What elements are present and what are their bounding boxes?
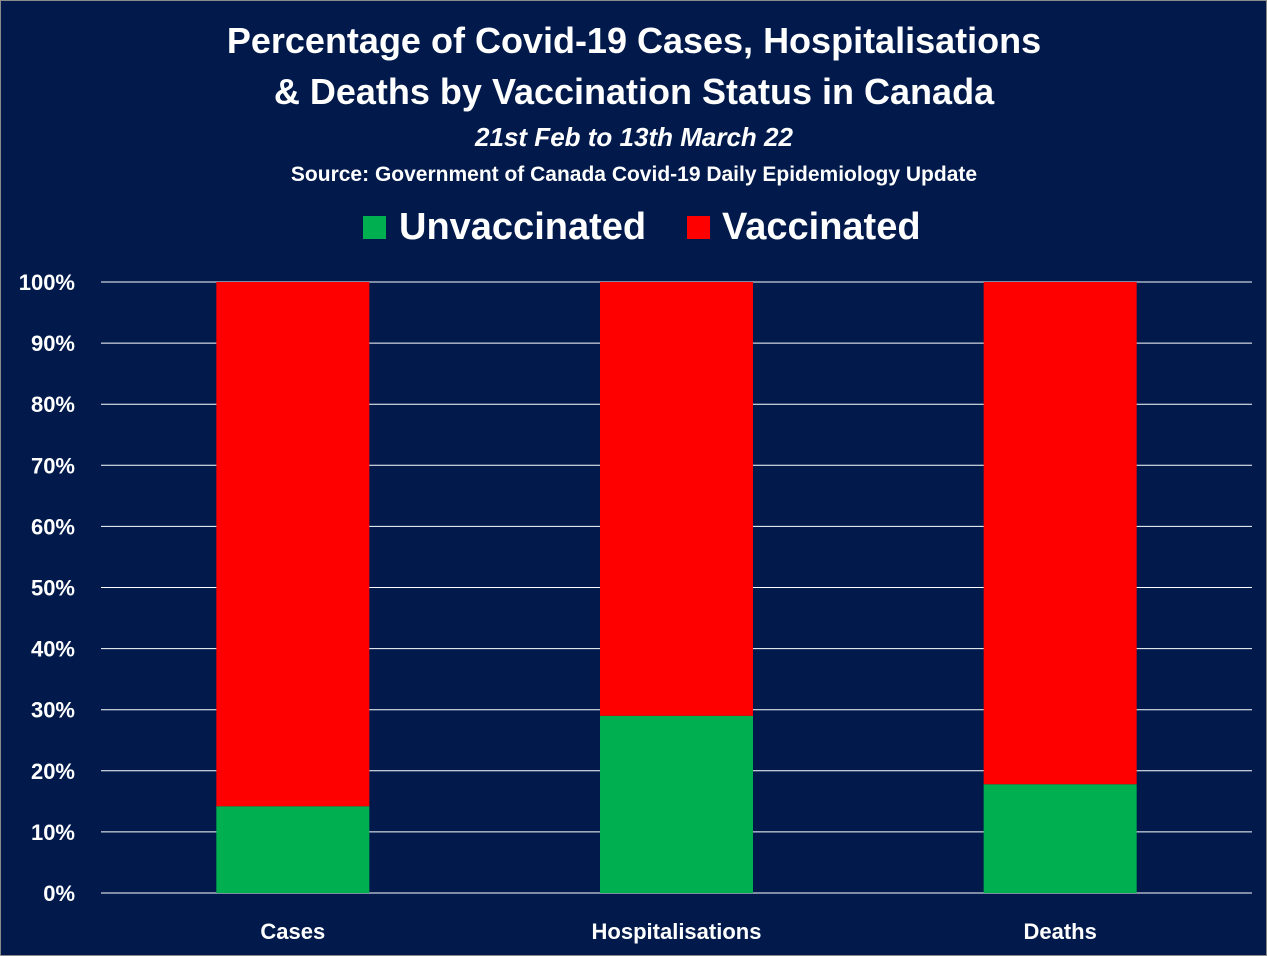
y-tick-label: 0% bbox=[43, 881, 75, 906]
legend-swatch-unvaccinated bbox=[363, 216, 386, 239]
bar-unvaccinated-hospitalisations bbox=[600, 715, 753, 893]
y-tick-label: 50% bbox=[31, 576, 75, 601]
bar-vaccinated-hospitalisations bbox=[600, 282, 753, 716]
x-axis-ticks: Cases Hospitalisations Deaths bbox=[260, 919, 1096, 944]
y-tick-label: 90% bbox=[31, 331, 75, 356]
x-tick-label: Hospitalisations bbox=[592, 919, 762, 944]
bar-unvaccinated-deaths bbox=[983, 784, 1137, 893]
bar-vaccinated-deaths bbox=[983, 282, 1137, 785]
legend-swatch-vaccinated bbox=[687, 216, 710, 239]
x-tick-label: Deaths bbox=[1023, 919, 1096, 944]
y-axis-ticks: 0% 10% 20% 30% 40% 50% 60% 70% 80% 90% 100% bbox=[19, 270, 75, 906]
bar-vaccinated-cases bbox=[216, 282, 370, 807]
y-tick-label: 60% bbox=[31, 514, 75, 539]
legend: Unvaccinated Vaccinated bbox=[363, 206, 921, 248]
y-tick-label: 40% bbox=[31, 637, 75, 662]
legend-label-vaccinated: Vaccinated bbox=[722, 206, 921, 248]
y-tick-label: 80% bbox=[31, 392, 75, 417]
bar-unvaccinated-cases bbox=[216, 806, 370, 893]
bars bbox=[216, 282, 1137, 893]
y-tick-label: 10% bbox=[31, 820, 75, 845]
chart-subtitle: 21st Feb to 13th March 22 bbox=[474, 122, 793, 152]
legend-label-unvaccinated: Unvaccinated bbox=[399, 206, 646, 248]
y-tick-label: 100% bbox=[19, 270, 75, 295]
y-tick-label: 70% bbox=[31, 453, 75, 478]
chart-title-line-1: Percentage of Covid-19 Cases, Hospitalis… bbox=[227, 20, 1041, 61]
y-tick-label: 20% bbox=[31, 759, 75, 784]
chart-title-line-2: & Deaths by Vaccination Status in Canada bbox=[274, 71, 995, 112]
chart-source: Source: Government of Canada Covid-19 Da… bbox=[291, 163, 977, 186]
x-tick-label: Cases bbox=[260, 919, 325, 944]
y-tick-label: 30% bbox=[31, 698, 75, 723]
